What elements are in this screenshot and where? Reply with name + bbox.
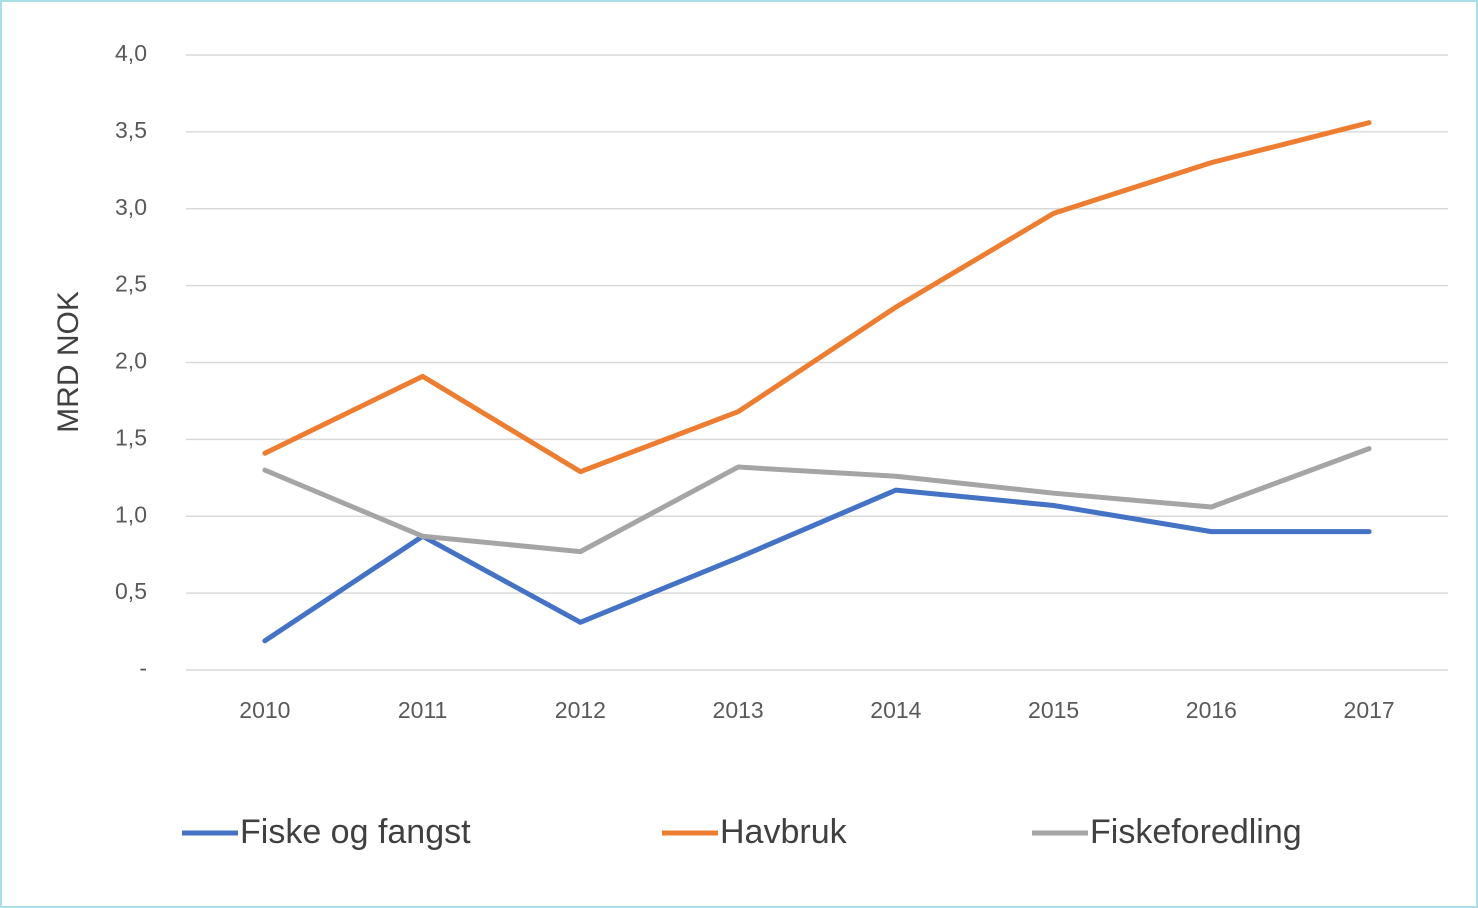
y-tick-label: 2,5 (115, 271, 147, 297)
y-tick-label: 2,0 (115, 348, 147, 374)
x-tick-label: 2014 (870, 697, 921, 723)
y-tick-label: 3,5 (115, 117, 147, 143)
x-tick-label: 2011 (398, 697, 447, 723)
line-series (262, 487, 1372, 644)
y-tick-label: 0,5 (115, 578, 147, 604)
y-axis-title: MRD NOK (52, 291, 85, 433)
line-series (262, 446, 1372, 555)
legend-label: Fiske og fangst (240, 813, 471, 851)
y-tick-label: 1,0 (115, 501, 147, 527)
x-tick-label: 2013 (713, 697, 764, 723)
x-tick-label: 2017 (1344, 697, 1395, 723)
y-tick-label: 1,5 (115, 424, 147, 450)
x-tick-label: 2015 (1028, 697, 1079, 723)
x-tick-label: 2016 (1186, 697, 1237, 723)
line-series (262, 120, 1372, 475)
y-tick-label: - (139, 655, 147, 681)
x-tick-label: 2010 (239, 697, 290, 723)
y-tick-label: 3,0 (115, 194, 147, 220)
legend-label: Fiskeforedling (1090, 813, 1302, 851)
legend-label: Havbruk (720, 813, 848, 851)
x-tick-label: 2012 (555, 697, 606, 723)
y-tick-label: 4,0 (115, 40, 147, 66)
